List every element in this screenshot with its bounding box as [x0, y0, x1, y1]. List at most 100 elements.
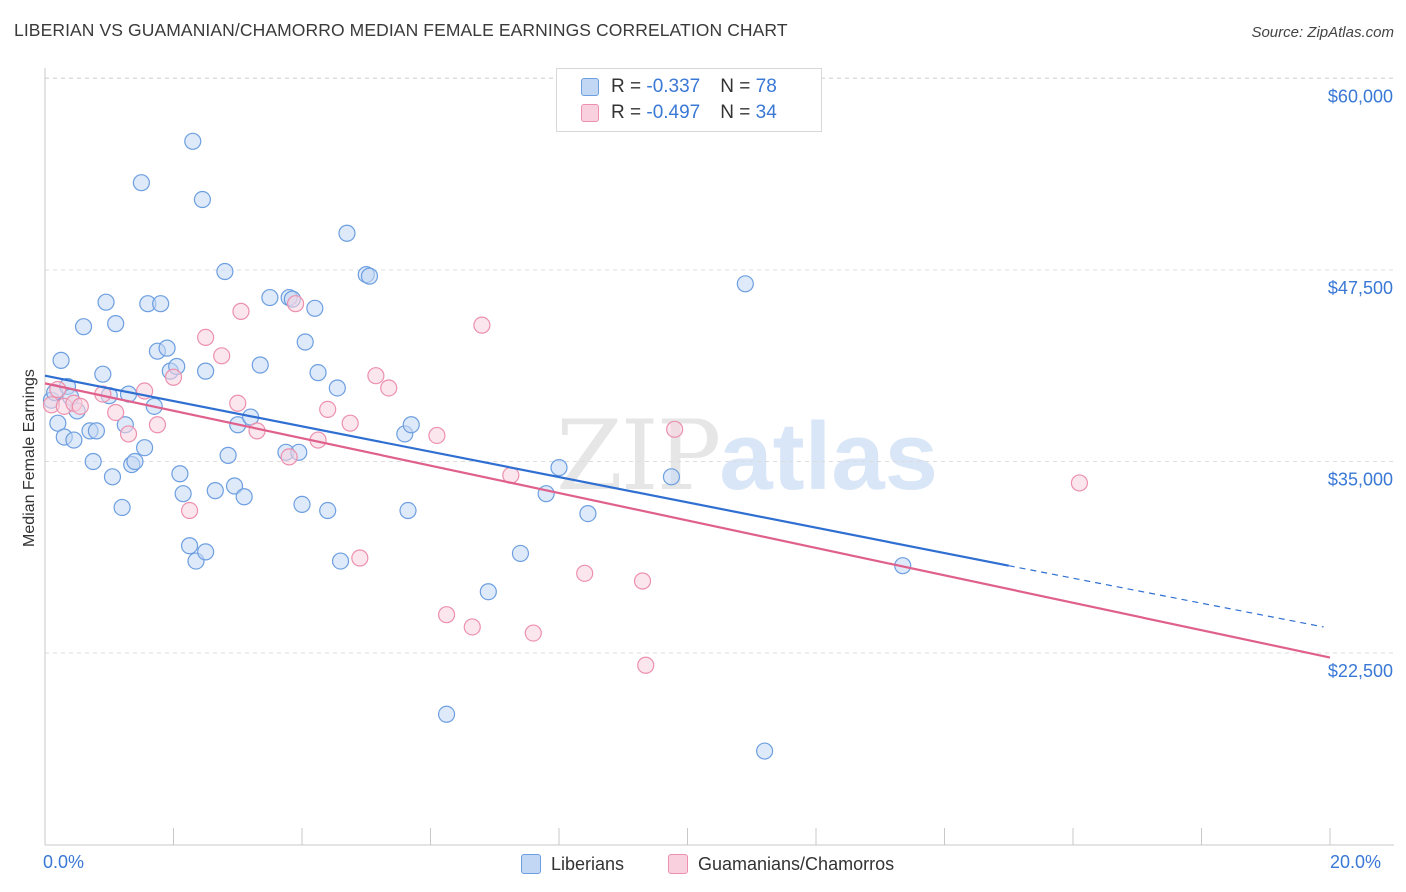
bottom-legend-liberians: Liberians — [521, 851, 624, 877]
legend-swatch-guamanians — [581, 104, 599, 122]
liberian-point — [171, 465, 189, 483]
legend-r-label: R = — [611, 102, 647, 123]
liberian-point — [74, 318, 93, 336]
liberian-point — [319, 501, 337, 520]
guamanian-point — [633, 572, 652, 590]
guamanian-point — [148, 416, 167, 434]
guamanian-point — [1070, 474, 1089, 492]
guamanian-point — [319, 400, 337, 419]
liberian-point — [52, 351, 70, 369]
bottom-legend-label: Liberians — [551, 853, 625, 874]
legend-row-guamanians: R = -0.497 N = 34 — [581, 101, 777, 125]
liberian-point — [437, 705, 456, 723]
liberian-point — [331, 552, 350, 570]
bottom-legend-guamanians: Guamanians/Chamorros — [668, 851, 894, 877]
legend-r-value: -0.337 — [646, 76, 701, 97]
y-tick-label: $22,500 — [1328, 661, 1393, 681]
guamanian-point — [351, 549, 369, 567]
liberian-point — [184, 132, 202, 150]
source-label: Source: ZipAtlas.com — [1251, 24, 1394, 41]
y-axis-label: Median Female Earnings — [21, 369, 38, 547]
liberian-point — [158, 339, 176, 357]
guamanian-point — [197, 328, 215, 347]
guamanian-point — [341, 414, 359, 432]
y-tick-label: $35,000 — [1328, 470, 1393, 490]
liberian-point — [511, 544, 530, 563]
guamanian-point — [367, 367, 385, 385]
guamanian-point — [71, 397, 89, 415]
liberian-point — [84, 452, 102, 471]
liberian-point — [49, 414, 67, 432]
liberian-point — [402, 416, 420, 434]
liberian-point — [293, 495, 311, 513]
liberian-point — [216, 262, 234, 281]
guamanian-point — [180, 501, 199, 520]
liberian-point — [579, 504, 597, 523]
liberian-trend-line — [44, 374, 1009, 567]
guamanian-point — [119, 425, 138, 443]
guamanian-point — [666, 420, 684, 438]
guamanian-point — [524, 624, 542, 642]
y-tick-label: $60,000 — [1328, 87, 1393, 107]
liberian-point — [94, 365, 112, 383]
liberian-point — [338, 224, 356, 242]
chart-title: LIBERIAN VS GUAMANIAN/CHAMORRO MEDIAN FE… — [14, 20, 788, 40]
liberian-point — [219, 446, 237, 464]
guamanian-point — [232, 302, 250, 320]
liberian-trend-extension — [1008, 565, 1324, 628]
guamanian-trend-line — [44, 382, 1331, 659]
liberian-point — [113, 498, 131, 517]
guamanian-point — [576, 564, 594, 582]
guamanian-point — [280, 448, 298, 466]
bottom-legend-swatch-guamanians — [668, 854, 688, 874]
liberian-point — [736, 275, 754, 293]
guamanian-point — [213, 347, 231, 365]
bottom-legend-swatch-liberians — [521, 854, 541, 874]
correlation-legend: R = -0.337 N = 78 R = -0.497 N = 34 — [556, 68, 822, 132]
liberian-point — [550, 459, 568, 477]
liberian-point — [755, 742, 774, 760]
liberian-point — [103, 468, 122, 486]
liberian-point — [261, 288, 279, 307]
liberian-point — [197, 362, 215, 380]
x-tick-label-min: 0.0% — [43, 852, 85, 872]
liberian-point — [107, 315, 125, 333]
liberian-point — [296, 333, 314, 351]
liberian-point — [180, 537, 199, 555]
legend-n-value: 34 — [755, 102, 777, 123]
liberian-point — [399, 501, 417, 520]
bottom-legend-label: Guamanians/Chamorros — [698, 853, 895, 874]
legend-n-label: N = — [720, 102, 756, 123]
guamanian-point — [437, 606, 456, 624]
liberian-point — [193, 190, 212, 209]
x-tick-label-max: 20.0% — [1330, 852, 1382, 872]
liberian-point — [87, 422, 106, 440]
liberian-point — [197, 543, 215, 561]
legend-r-label: R = — [611, 76, 647, 97]
liberian-point — [152, 295, 170, 313]
liberian-point — [135, 439, 154, 457]
guamanian-point — [637, 656, 655, 674]
liberian-point — [328, 379, 346, 397]
y-tick-label: $47,500 — [1328, 278, 1393, 298]
guamanian-point — [473, 316, 491, 334]
guamanian-point — [229, 394, 247, 412]
liberian-point — [309, 364, 327, 382]
liberian-point — [360, 267, 379, 285]
legend-n-label: N = — [720, 76, 756, 97]
liberian-point — [65, 431, 83, 449]
liberian-point — [174, 485, 192, 503]
guamanian-point — [463, 618, 481, 636]
guamanian-point — [428, 426, 446, 445]
liberian-point — [126, 452, 144, 471]
legend-n-value: 78 — [755, 76, 777, 97]
liberian-point — [479, 583, 497, 601]
liberian-point — [306, 299, 324, 317]
liberian-point — [251, 356, 269, 374]
liberian-point — [132, 174, 150, 192]
liberian-point — [206, 482, 224, 500]
liberian-point — [235, 488, 253, 506]
guamanian-point — [164, 368, 183, 386]
guamanian-point — [286, 295, 305, 313]
